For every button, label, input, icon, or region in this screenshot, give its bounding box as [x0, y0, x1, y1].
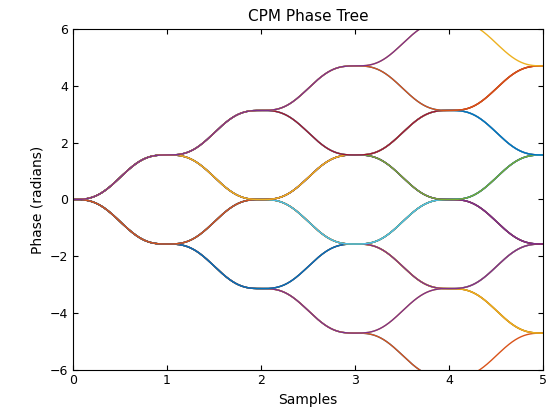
X-axis label: Samples: Samples [278, 393, 338, 407]
Title: CPM Phase Tree: CPM Phase Tree [248, 9, 368, 24]
Y-axis label: Phase (radians): Phase (radians) [30, 145, 44, 254]
